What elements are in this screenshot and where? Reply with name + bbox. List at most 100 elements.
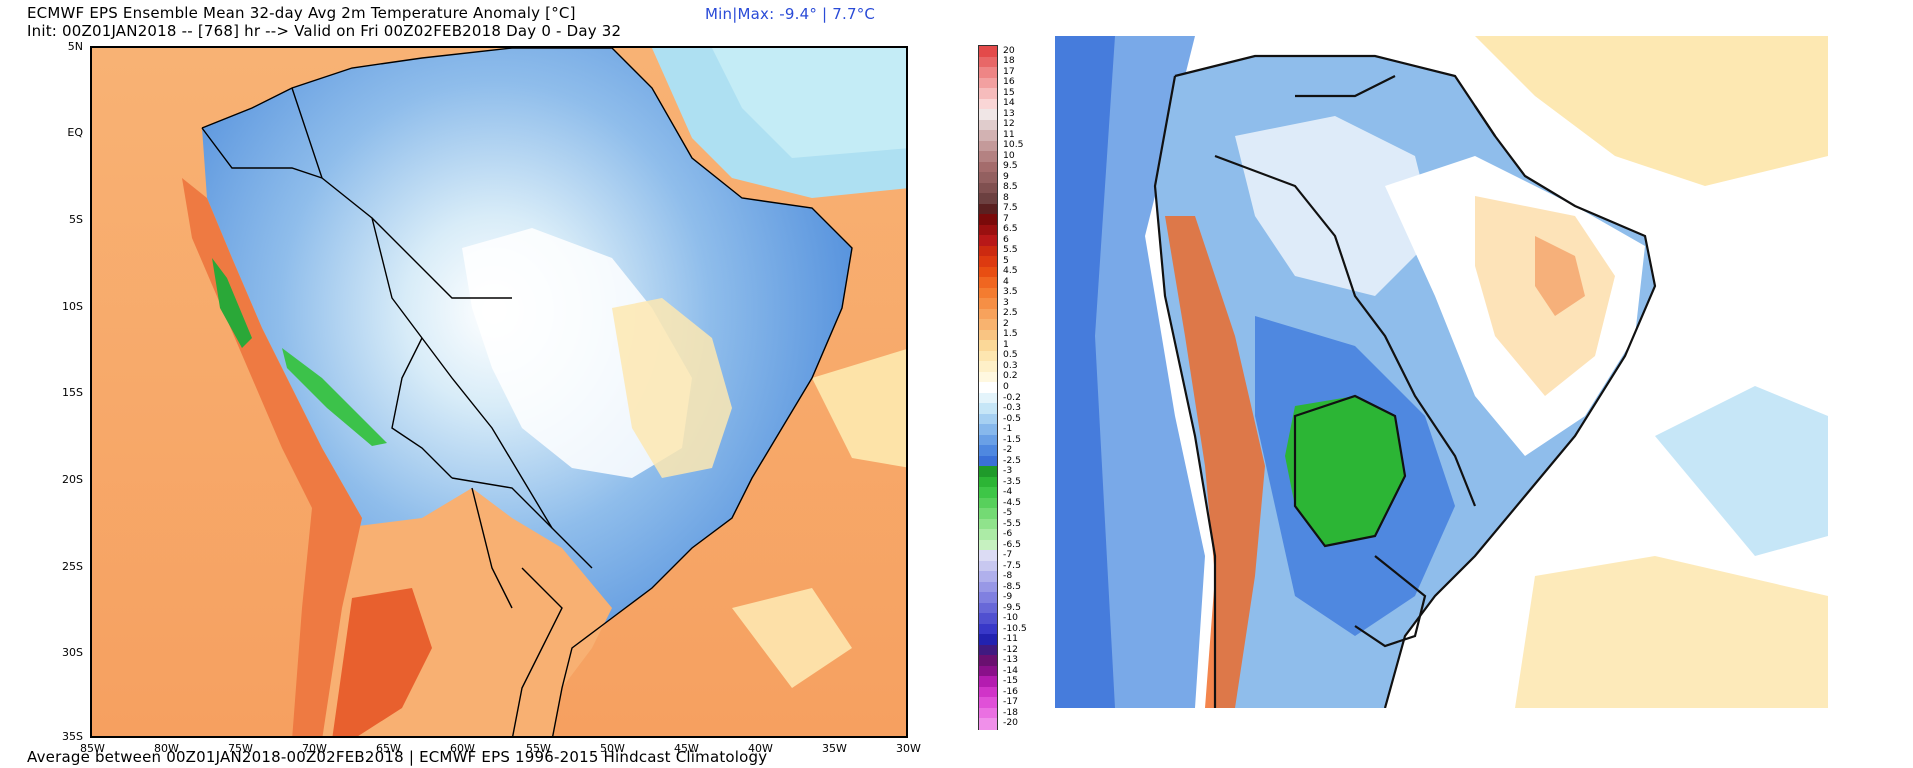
right-anomaly-map (1055, 36, 1828, 708)
colorbar-segment (979, 361, 997, 373)
colorbar-tick-label: -14 (1003, 664, 1019, 676)
colorbar-segment (979, 382, 997, 394)
colorbar-segment (979, 329, 997, 341)
colorbar-tick-label: -4 (1003, 486, 1013, 498)
colorbar-tick-label: 3.5 (1003, 286, 1018, 298)
colorbar-tick-label: -5 (1003, 507, 1013, 519)
colorbar-tick-label: -20 (1003, 717, 1019, 729)
colorbar-segment (979, 98, 997, 110)
colorbar-tick-label: 8.5 (1003, 181, 1018, 193)
colorbar-segment (979, 287, 997, 299)
colorbar-tick-label: 9 (1003, 170, 1009, 182)
colorbar-segment (979, 560, 997, 572)
colorbar-tick-label: -10 (1003, 612, 1019, 624)
colorbar-segment (979, 350, 997, 362)
colorbar-segment (979, 403, 997, 415)
lon-label-55w: 55W (526, 742, 551, 755)
colorbar-segment (979, 172, 997, 184)
colorbar-tick-label: 15 (1003, 86, 1015, 98)
lon-label-60w: 60W (450, 742, 475, 755)
colorbar-tick-label: 3 (1003, 296, 1009, 308)
colorbar-tick-label: 20 (1003, 44, 1015, 56)
colorbar-segment (979, 308, 997, 320)
lon-label-70w: 70W (302, 742, 327, 755)
southern-cone-hot (332, 588, 432, 736)
colorbar-tick-label: 6 (1003, 233, 1009, 245)
colorbar-tick-label: 4 (1003, 275, 1009, 287)
colorbar-tick-label: -1 (1003, 423, 1013, 435)
colorbar-segment (979, 214, 997, 226)
colorbar-segment (979, 151, 997, 163)
colorbar-tick-label: 2 (1003, 317, 1009, 329)
ocean-pale-east (812, 349, 906, 468)
colorbar-segment (979, 550, 997, 562)
colorbar-tick-label: 2.5 (1003, 307, 1018, 319)
colorbar-segment (979, 676, 997, 688)
colorbar-tick-label: -2.5 (1003, 454, 1021, 466)
atlantic-warm-south (1515, 556, 1828, 708)
chart-title: ECMWF EPS Ensemble Mean 32-day Avg 2m Te… (27, 4, 576, 22)
colorbar-segment (979, 581, 997, 593)
colorbar-segment (979, 193, 997, 205)
paraguay-cold-green (1285, 396, 1405, 546)
colorbar-tick-label: -0.5 (1003, 412, 1021, 424)
min-max-readout: Min|Max: -9.4° | 7.7°C (705, 5, 876, 23)
colorbar-tick-label: 8 (1003, 191, 1009, 203)
colorbar-tick-label: -2 (1003, 444, 1013, 456)
colorbar-segment (979, 434, 997, 446)
colorbar-segment (979, 182, 997, 194)
colorbar-segment (979, 130, 997, 142)
lat-label-25s: 25S (62, 560, 83, 573)
lon-label-35w: 35W (822, 742, 847, 755)
colorbar-segment (979, 466, 997, 478)
colorbar-segment (979, 686, 997, 699)
colorbar-segment (979, 109, 997, 121)
colorbar-segment (979, 455, 997, 467)
colorbar-tick-label: 6.5 (1003, 223, 1018, 235)
colorbar-segment (979, 67, 997, 79)
lat-label-20s: 20S (62, 473, 83, 486)
lat-label-10s: 10S (62, 300, 83, 313)
init-valid-line: Init: 00Z01JAN2018 -- [768] hr --> Valid… (27, 22, 622, 40)
colorbar-segment (979, 655, 997, 667)
left-anomaly-map (90, 46, 908, 738)
colorbar-segment (979, 161, 997, 173)
atlantic-cool-east (1655, 386, 1828, 556)
lat-label-eq: EQ (67, 126, 83, 139)
colorbar-tick-label: -7.5 (1003, 559, 1021, 571)
left-map-svg (92, 48, 906, 736)
pacific-cold-west (1055, 36, 1115, 708)
ocean-north-pale (712, 48, 906, 158)
colorbar-tick-label: -0.2 (1003, 391, 1021, 403)
colorbar-segment (979, 644, 997, 657)
colorbar-segment (979, 392, 997, 404)
colorbar-segment (979, 623, 997, 636)
colorbar-segment (979, 56, 997, 68)
atlantic-warm-north (1475, 36, 1828, 186)
colorbar-tick-label: -9.5 (1003, 601, 1021, 613)
colorbar-segment (979, 602, 997, 614)
footer-note: Average between 00Z01JAN2018-00Z02FEB201… (27, 748, 768, 766)
colorbar-tick-label: -7 (1003, 549, 1013, 561)
colorbar-segment (979, 697, 997, 709)
colorbar-segment (979, 319, 997, 331)
colorbar-segment (979, 245, 997, 257)
colorbar-segment (979, 119, 997, 131)
colorbar-segment (979, 718, 997, 730)
colorbar-segment (979, 77, 997, 89)
colorbar-segment (979, 88, 997, 100)
lon-label-65w: 65W (376, 742, 401, 755)
amazon-neutral (1235, 116, 1435, 296)
colorbar-tick-label: -3 (1003, 465, 1013, 477)
colorbar-segment (979, 46, 997, 58)
colorbar-tick-label: 10.5 (1003, 139, 1024, 151)
colorbar-tick-label: -8.5 (1003, 580, 1021, 592)
colorbar-tick-label: 0.3 (1003, 359, 1018, 371)
lon-label-40w: 40W (748, 742, 773, 755)
colorbar-segment (979, 487, 997, 499)
colorbar-segment (979, 298, 997, 310)
colorbar-tick-label: 18 (1003, 55, 1015, 67)
colorbar-segment (979, 613, 997, 625)
colorbar-segment (979, 476, 997, 488)
colorbar-tick-label: -17 (1003, 696, 1019, 708)
